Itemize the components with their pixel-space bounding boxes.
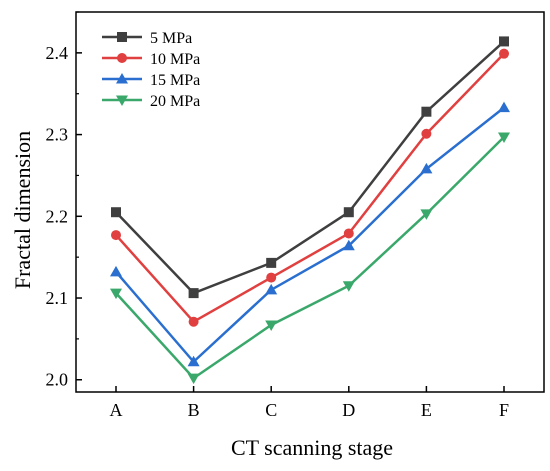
series-1 <box>111 36 509 299</box>
data-point <box>265 283 278 295</box>
data-point <box>343 228 354 239</box>
x-tick-label: F <box>499 400 509 420</box>
y-tick-label: 2.1 <box>46 288 69 308</box>
data-point <box>421 128 432 139</box>
data-point <box>188 288 199 299</box>
legend-marker <box>116 95 128 106</box>
data-point <box>111 230 121 241</box>
data-point <box>420 162 433 174</box>
data-point <box>110 288 122 300</box>
data-point <box>343 207 354 218</box>
series-line <box>115 52 505 324</box>
legend-item: 10 MPa <box>102 51 200 68</box>
series-4 <box>110 132 510 385</box>
series-line <box>115 40 505 295</box>
x-tick-label: E <box>421 400 432 420</box>
data-point <box>265 320 278 331</box>
x-tick-label: C <box>265 400 277 420</box>
series-3 <box>110 101 510 367</box>
data-point <box>110 265 122 277</box>
legend-marker <box>116 73 128 84</box>
data-point <box>188 316 199 327</box>
x-axis-title: CT scanning stage <box>231 435 393 460</box>
y-tick-label: 2.4 <box>46 43 69 63</box>
legend-item: 5 MPa <box>102 30 192 47</box>
data-point <box>111 207 121 218</box>
data-point <box>266 257 277 268</box>
data-point <box>498 132 510 144</box>
legend-label: 20 MPa <box>150 93 200 110</box>
data-point <box>266 272 277 283</box>
data-point <box>499 36 509 47</box>
series-group <box>110 36 510 385</box>
data-point <box>498 101 510 113</box>
x-tick-label: D <box>342 400 355 420</box>
data-point <box>342 239 355 251</box>
series-2 <box>111 48 509 327</box>
y-tick-label: 2.0 <box>46 370 69 390</box>
y-tick-label: 2.3 <box>46 125 69 145</box>
legend-item: 20 MPa <box>102 93 200 110</box>
y-axis-title: Fractal dimension <box>10 131 35 289</box>
series-line <box>115 106 505 364</box>
data-point <box>187 355 200 367</box>
series-line <box>115 136 505 380</box>
data-point <box>187 373 200 385</box>
data-point <box>499 48 509 59</box>
axes: 2.0 2.1 2.2 2.3 2.4 A B C D E F <box>46 11 545 420</box>
data-point <box>421 106 432 117</box>
plot-frame <box>75 11 545 393</box>
y-tick-label: 2.2 <box>46 206 69 226</box>
legend-label: 10 MPa <box>150 51 200 68</box>
x-tick-label: B <box>188 400 200 420</box>
data-point <box>420 209 433 220</box>
legend-label: 15 MPa <box>150 72 200 89</box>
legend-marker <box>117 53 127 63</box>
data-point <box>342 281 355 292</box>
legend: 5 MPa 10 MPa 15 MPa 20 MPa <box>102 30 200 110</box>
legend-item: 15 MPa <box>102 72 200 89</box>
legend-label: 5 MPa <box>150 30 192 47</box>
legend-marker <box>117 32 127 42</box>
x-tick-label: A <box>110 400 123 420</box>
